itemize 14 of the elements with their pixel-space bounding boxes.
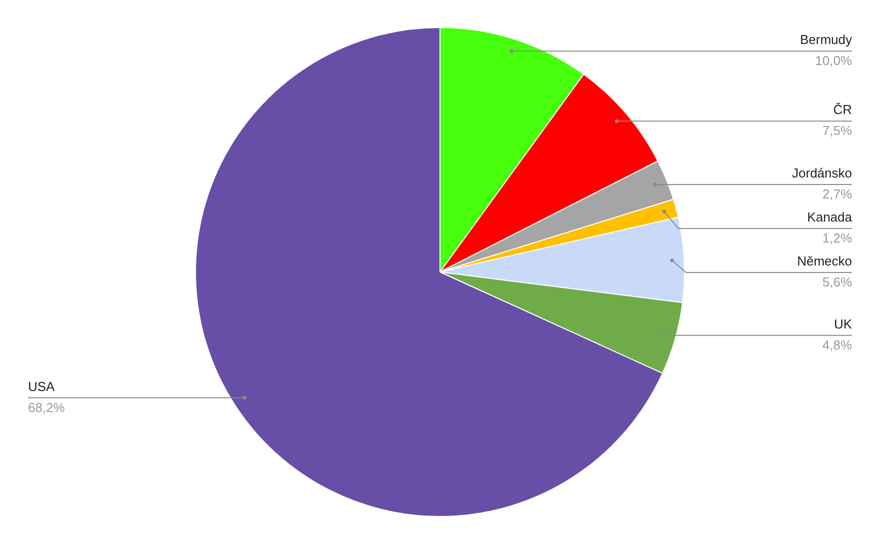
- data-label: 7,5%: [822, 123, 852, 138]
- slice-label: Německo: [797, 254, 852, 269]
- data-label: 10,0%: [815, 53, 852, 68]
- slice-label: Kanada: [807, 210, 853, 225]
- data-label: 68,2%: [28, 400, 66, 415]
- data-label: 5,6%: [822, 274, 852, 290]
- slice-label: ČR: [833, 102, 852, 118]
- slice-label: USA: [28, 378, 56, 394]
- slice-label: Bermudy: [800, 32, 852, 48]
- slice-label: UK: [834, 316, 852, 332]
- data-label: 1,2%: [822, 230, 852, 246]
- data-label: 2,7%: [822, 186, 852, 202]
- data-label: 4,8%: [822, 337, 852, 352]
- slice-label: Jordánsko: [792, 166, 852, 181]
